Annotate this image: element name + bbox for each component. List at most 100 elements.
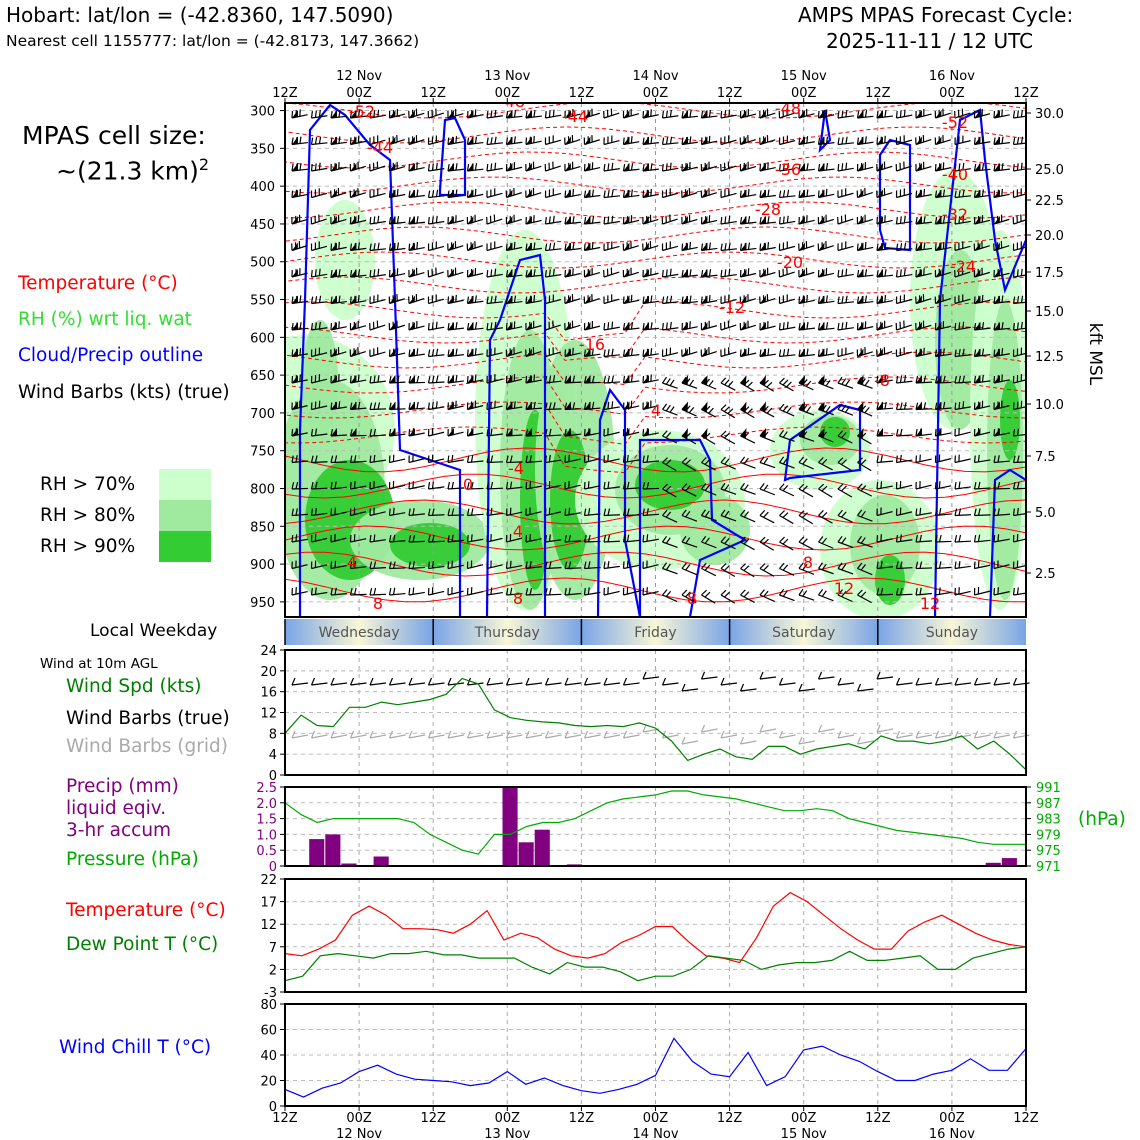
wind-barb-44	[408, 135, 425, 146]
wind-barb-71	[934, 135, 951, 146]
wind-barb-386	[408, 375, 426, 384]
wind-barb-195	[388, 242, 406, 252]
wind-barb-610	[330, 534, 347, 543]
wind-barb-99	[739, 161, 757, 172]
wind-barb-180	[837, 214, 854, 225]
wind-barb-428	[486, 400, 503, 411]
wind-barb-528	[954, 454, 971, 464]
temp-contour-label-15: -4	[508, 459, 524, 478]
wind-barb-607	[1012, 507, 1026, 517]
wind-barb-220	[876, 242, 893, 252]
wind-barb-536	[369, 481, 386, 490]
wind-barb-387	[427, 375, 445, 384]
wind-barb-257	[856, 269, 874, 278]
wind-barb-62	[759, 135, 776, 146]
wind-barb-689	[388, 587, 406, 596]
wind-barb-84	[447, 163, 464, 172]
wind-barb-283	[622, 294, 640, 305]
wind-barb-416	[993, 374, 1010, 384]
wind-barb-36	[993, 109, 1010, 119]
wind-barb-438	[681, 401, 697, 417]
wind-barb-240	[525, 269, 542, 278]
wind10m-barb-true-23	[739, 683, 757, 692]
wind-barb-477	[701, 428, 716, 445]
precip-panel-ytick-label-0: 0	[269, 860, 277, 875]
wind-barb-476	[681, 428, 697, 445]
wind-barb-320	[603, 321, 620, 331]
wind-barb-268	[330, 295, 347, 305]
wind-barb-652	[408, 561, 426, 570]
wind-barb-157	[388, 216, 406, 225]
wind-barb-412	[915, 375, 933, 384]
wind-barb-523	[857, 457, 872, 472]
wind-barb-568	[993, 481, 1011, 490]
wind-barb-577	[427, 508, 445, 517]
temp-contour-label-6: -36	[775, 160, 801, 179]
precip-label-1: Precip (mm)	[66, 776, 179, 797]
wind10m-barb-grid-11	[505, 730, 523, 739]
wind-barb-532	[291, 481, 309, 490]
wind-barb-631	[740, 536, 755, 551]
wind-barb-513	[662, 457, 677, 472]
p-tick-label-10: 800	[250, 483, 275, 498]
wind-barb-58	[681, 136, 698, 146]
wind-barb-148	[954, 189, 971, 199]
wind-barb-392	[525, 374, 542, 384]
wind-barb-422	[369, 402, 387, 411]
wind-barb-271	[388, 294, 405, 305]
weekday-friday: Friday	[634, 625, 676, 641]
temp-contour-label-12: -12	[719, 298, 745, 317]
wind-barb-207	[622, 241, 639, 252]
wind-barb-562	[876, 481, 893, 490]
wind-barb-242	[564, 268, 581, 278]
wind-barb-430	[525, 401, 542, 411]
wind-barb-241	[544, 268, 562, 278]
wind-barb-175	[739, 216, 757, 225]
wind-barb-251	[739, 268, 757, 278]
wind-barb-141	[817, 188, 835, 199]
wind-barb-378	[993, 348, 1010, 358]
wind-barb-8	[447, 108, 464, 119]
wind-barb-538	[408, 481, 425, 490]
temp-contour-dashed-7	[285, 276, 1026, 294]
wind-barb-337	[934, 321, 952, 331]
wind-barb-107	[895, 161, 912, 172]
wind-barb-713	[857, 589, 872, 604]
wind-barb-720	[993, 587, 1010, 596]
cell-size-label: MPAS cell size:	[22, 121, 206, 150]
wind-barb-626	[642, 534, 659, 543]
wind10m-barb-true-31	[895, 677, 913, 686]
wind10m-barb-grid-23	[739, 736, 757, 745]
wind-barb-120	[408, 189, 425, 199]
wind-barb-614	[408, 534, 426, 543]
wind-barb-570	[291, 508, 309, 517]
location-title: Hobart: lat/lon = (-42.8360, 147.5090)	[6, 3, 394, 27]
wind-barb-525	[895, 454, 913, 464]
precip-bar-14	[502, 787, 518, 866]
rh-area-18	[820, 417, 850, 447]
wind-barb-82	[408, 162, 425, 172]
wind-barb-709	[779, 588, 795, 602]
wind-barb-14	[564, 109, 581, 119]
wind-barb-270	[369, 294, 386, 305]
wind-barb-494	[291, 455, 308, 464]
wind-barb-375	[934, 348, 952, 358]
weekday-segment-0	[285, 619, 434, 645]
wind10m-barb-true-25	[778, 677, 796, 686]
top-time-label-4: 12Z	[569, 86, 595, 101]
wind-barb-155	[349, 215, 367, 225]
wind-barb-500	[408, 454, 425, 464]
wind-barb-472	[603, 428, 620, 437]
wind-barb-566	[954, 481, 971, 490]
wind-barb-395	[583, 375, 601, 384]
bottom-day-label-0: 12 Nov	[336, 1127, 382, 1140]
wind-barb-357	[583, 348, 601, 358]
wind-barb-454	[993, 400, 1010, 411]
wind-barb-474	[642, 428, 659, 437]
wind-barb-245	[622, 267, 639, 278]
p-tick-label-11: 850	[250, 520, 275, 535]
kft-tick-label-9: 5.0	[1035, 506, 1056, 521]
wind-barb-679	[934, 561, 952, 570]
wind-speed-line	[284, 677, 1027, 771]
wind-barb-478	[720, 430, 736, 445]
